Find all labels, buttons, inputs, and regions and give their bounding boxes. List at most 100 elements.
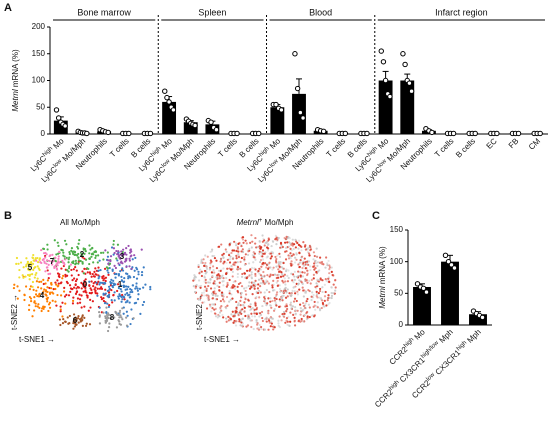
tsne-dot — [316, 285, 319, 288]
data-point — [255, 130, 262, 137]
tsne-dot — [293, 316, 296, 319]
tsne-dot — [291, 289, 294, 292]
tsne-dot — [214, 298, 217, 301]
tsne-dot — [237, 250, 240, 253]
tsne-dot — [257, 269, 260, 273]
tsne-dot — [308, 306, 311, 309]
tsne-dot — [303, 257, 306, 260]
italic-part: Metrnl — [378, 286, 387, 308]
tsne-dot — [245, 325, 248, 328]
tsne-dot — [76, 247, 80, 250]
tsne-dot — [332, 283, 335, 286]
tsne-dot — [276, 254, 279, 257]
tsne-dot — [239, 309, 243, 312]
tsne-dot — [315, 290, 318, 293]
tsne-dot — [123, 260, 127, 263]
tsne-dot — [252, 284, 255, 287]
tsne-dot — [250, 308, 253, 311]
tsne-dot — [63, 295, 67, 298]
tsne-dot — [321, 299, 324, 302]
tsne-dot — [198, 285, 201, 288]
tsne-dot — [309, 268, 312, 272]
tsne-dot — [235, 244, 238, 247]
tsne-dot — [193, 290, 197, 294]
tsne-dot — [320, 298, 323, 301]
tsne-dot — [53, 265, 57, 268]
tsne-dot — [230, 293, 233, 296]
tsne-dot — [247, 299, 250, 302]
tsne-dot — [231, 310, 234, 313]
tsne-dot — [36, 265, 39, 268]
superscript: low — [161, 158, 172, 169]
tsne-dot — [257, 326, 260, 330]
tsne-dot — [243, 310, 246, 313]
data-point — [162, 88, 168, 94]
tsne-dot — [220, 294, 224, 297]
tsne-dot — [303, 314, 306, 317]
tsne-dot — [284, 283, 287, 286]
tsne-dot — [105, 316, 108, 319]
tsne-dot — [265, 266, 268, 269]
tsne-dot — [282, 315, 286, 318]
tsne-dot — [123, 298, 126, 301]
tsne-dot — [221, 280, 224, 283]
tsne-dot — [261, 249, 265, 252]
tsne-dot — [113, 316, 116, 319]
tsne-dot — [90, 288, 93, 292]
y-tick-label: 100 — [32, 76, 46, 85]
tsne-dot — [313, 262, 316, 265]
tsne-dot — [35, 289, 38, 292]
tsne-dot — [73, 317, 76, 321]
tsne-dot — [90, 280, 93, 283]
tsne-dot — [77, 252, 80, 256]
tsne-dot — [309, 249, 312, 252]
tsne-dot — [130, 308, 133, 311]
tsne-dot — [97, 254, 100, 257]
tsne-dot — [74, 283, 77, 287]
tsne-dot — [96, 261, 99, 264]
tsne-dot — [77, 273, 80, 277]
tsne-dot — [106, 269, 109, 272]
tsne-dot — [13, 283, 16, 286]
tsne-dot — [220, 309, 223, 312]
tsne-dot — [34, 302, 37, 305]
tsne-dot — [252, 327, 255, 331]
tsne-dot — [24, 275, 27, 278]
data-point — [494, 130, 500, 137]
tsne-dot — [272, 266, 275, 269]
tsne-dot — [283, 315, 286, 319]
tsne-dot — [307, 263, 310, 266]
tsne-dot — [66, 316, 69, 319]
tsne-dot — [225, 261, 228, 265]
tsne-dot — [291, 273, 295, 276]
tsne-dot — [250, 286, 253, 289]
tsne-dot — [228, 243, 231, 246]
tsne-dot — [117, 295, 120, 298]
tsne-dot — [240, 321, 243, 324]
tsne-dot — [122, 285, 125, 289]
tsne-dot — [243, 263, 246, 267]
tsne-dot — [260, 251, 263, 254]
tsne-dot — [116, 313, 120, 317]
tsne-dot — [237, 291, 240, 294]
superscript: low — [425, 371, 436, 382]
tsne-dot — [58, 318, 61, 321]
tsne-dot — [246, 249, 249, 252]
data-point — [126, 130, 132, 137]
tsne-dot — [219, 257, 223, 261]
text-part: Mph — [436, 328, 455, 347]
tsne-dot — [330, 286, 333, 289]
tsne-dot — [65, 293, 68, 297]
tsne-dot — [76, 297, 80, 300]
tsne-dot — [136, 298, 140, 301]
tsne-dot — [125, 253, 128, 256]
tsne-dot — [69, 263, 72, 266]
tsne-dot — [26, 262, 29, 265]
tsne-dot — [71, 299, 75, 302]
tsne-dot — [297, 263, 300, 266]
tsne-dot — [310, 295, 313, 298]
tsne-dot — [263, 274, 266, 277]
tsne-dot — [66, 274, 69, 277]
tsne-dot — [257, 289, 261, 292]
tsne-dot — [267, 267, 270, 271]
